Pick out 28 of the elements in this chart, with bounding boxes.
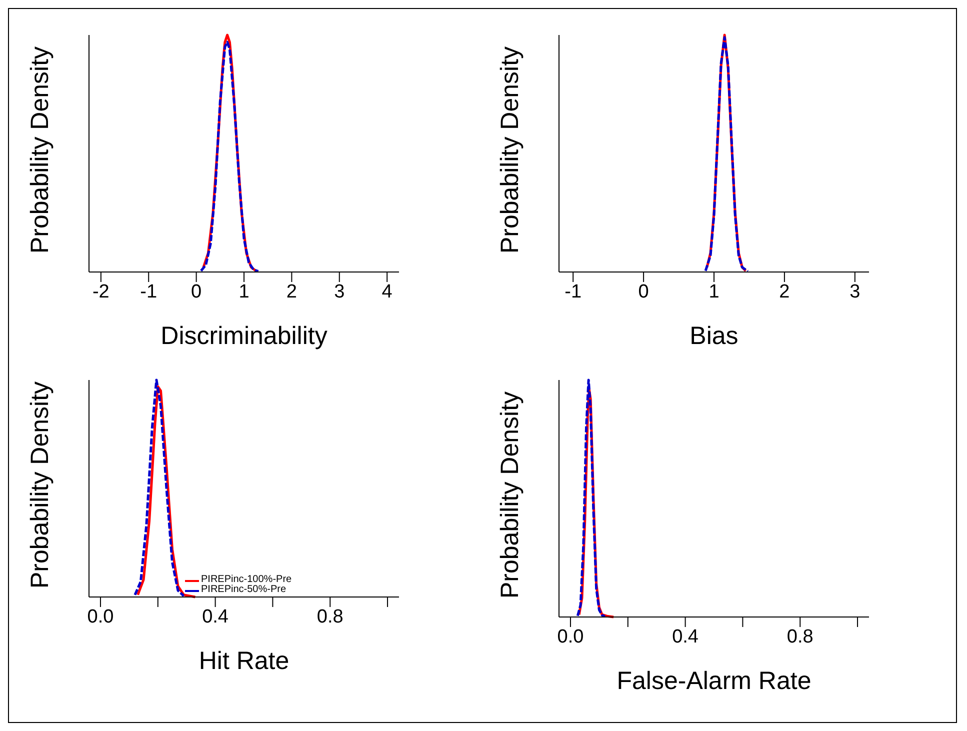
x-tick-label: 3: [850, 281, 860, 302]
x-axis-title: False-Alarm Rate: [616, 667, 812, 695]
x-axis-title: Hit Rate: [198, 647, 290, 675]
x-tick-label: -1: [564, 281, 582, 302]
x-tick-label: 0.0: [557, 626, 584, 648]
x-tick-label: 0.8: [786, 626, 814, 648]
x-axis-title: Discriminability: [160, 322, 328, 350]
x-tick-label: 0.4: [672, 626, 699, 648]
legend-label: PIREPinc-100%-Pre: [201, 574, 292, 585]
x-tick-label: 1: [238, 281, 250, 302]
y-axis-title: Probability Density: [26, 380, 54, 588]
y-axis-title: Probability Density: [496, 46, 524, 254]
x-tick-label: 0.4: [202, 606, 229, 628]
x-tick-label: 1: [708, 281, 720, 302]
legend-label: PIREPinc-50%-Pre: [201, 584, 286, 595]
x-tick-label: 0.8: [316, 606, 344, 628]
x-tick-label: 0.0: [87, 606, 114, 628]
x-tick-label: -2: [92, 281, 110, 302]
x-tick-label: 3: [334, 281, 345, 302]
y-axis-title: Probability Density: [26, 46, 54, 254]
x-tick-label: 4: [382, 281, 393, 302]
y-axis-title: Probability Density: [496, 390, 524, 598]
x-tick-label: 2: [779, 281, 790, 302]
x-tick-label: -1: [140, 281, 158, 302]
x-tick-label: 2: [286, 281, 297, 302]
x-tick-label: 0: [638, 281, 649, 302]
x-tick-label: 0: [191, 281, 202, 302]
x-axis-title: Bias: [690, 322, 738, 350]
